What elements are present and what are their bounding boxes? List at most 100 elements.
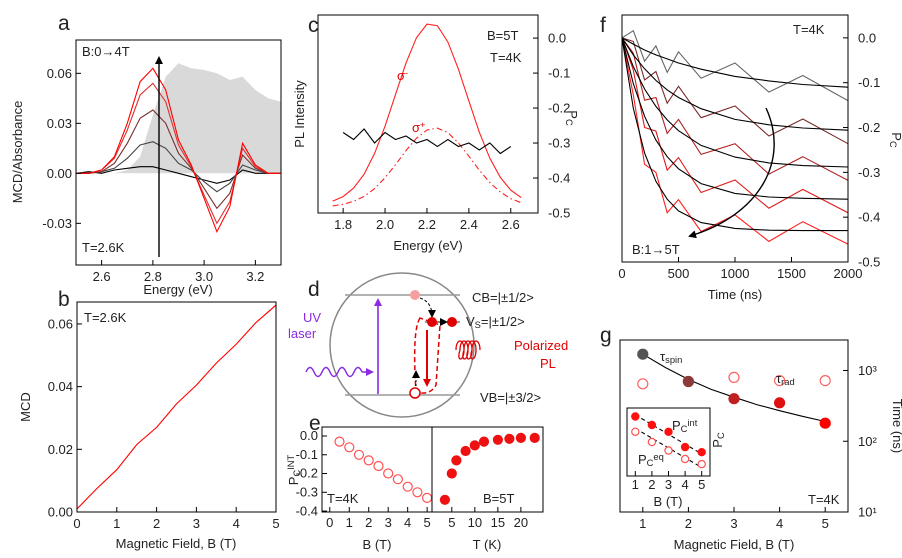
x-tick-label: 5 [272, 516, 279, 531]
annotation: T=4K [793, 22, 825, 37]
plot-background [318, 15, 538, 213]
text-part: + [420, 120, 425, 130]
x-axis-label: Time (ns) [708, 287, 762, 302]
data-point [819, 375, 831, 387]
data-point [460, 445, 471, 457]
data-point [446, 468, 457, 479]
y2-tick-label: -0.1 [548, 66, 570, 81]
data-point [697, 448, 706, 457]
line [622, 37, 848, 214]
y-tick-label: 0.03 [47, 116, 72, 131]
axes-frame [431, 426, 544, 513]
y2-axis-label: Time (ns) [890, 399, 902, 453]
data-point [344, 442, 355, 453]
text-part: eq [653, 452, 663, 462]
x-tick-label: 15 [491, 515, 505, 530]
y2-tick-label: 0.0 [548, 31, 566, 46]
line [76, 109, 281, 210]
data-point [773, 375, 786, 387]
panel-label: f [600, 14, 606, 37]
text-part: int [687, 418, 697, 428]
y2-tick-label: -0.4 [858, 210, 880, 225]
annotation: T=4K [490, 50, 522, 65]
line [342, 128, 512, 155]
x-tick-label: 10 [468, 515, 482, 530]
uv-label: UV [303, 310, 321, 325]
electron-vs [447, 317, 457, 327]
y-tick-label: -0.4 [296, 503, 318, 518]
data-point [697, 459, 706, 469]
y2-axis-label: PC [888, 132, 902, 148]
line [76, 166, 281, 184]
text-part: σ [412, 120, 420, 135]
data-point [664, 427, 673, 436]
x-tick-label: 1000 [721, 266, 750, 281]
x-tick-label: 3.2 [246, 269, 264, 284]
annotation: τrad [776, 371, 795, 387]
data-point [422, 492, 433, 503]
crystal-circle [329, 272, 475, 418]
hole-vb [409, 387, 421, 399]
y2-tick-label: -0.2 [858, 120, 880, 135]
x-tick-label: 2.6 [502, 217, 520, 232]
text-part: C [716, 432, 726, 439]
data-point [631, 412, 640, 421]
line [622, 37, 848, 145]
x-tick-label: 5 [448, 515, 455, 530]
data-point [478, 436, 490, 447]
x-tick-label: 2000 [834, 266, 863, 281]
x-tick-label: 5 [698, 477, 705, 492]
y2-tick-label: -0.5 [858, 255, 880, 270]
text-part: S [475, 320, 481, 330]
x-tick-label: 0 [326, 515, 333, 530]
data-point [334, 436, 345, 447]
data-point [819, 417, 831, 429]
trend-arrow [688, 107, 775, 239]
x-tick-label: 2 [365, 515, 372, 530]
line [332, 127, 522, 207]
y-tick-label: 0.0 [300, 428, 318, 443]
y2-tick-label: -0.2 [548, 101, 570, 116]
panel-label: d [308, 278, 320, 301]
text-part: τ [660, 349, 666, 364]
line [622, 37, 848, 200]
x-tick-label: 2.6 [93, 269, 111, 284]
x-tick-label: 500 [668, 266, 690, 281]
band-label: VS=|±1/2> [466, 314, 525, 330]
annotation: T=2.6K [84, 310, 127, 325]
y2-tick-label: -0.3 [548, 136, 570, 151]
plot-area [332, 23, 522, 207]
x-tick-label: 20 [514, 515, 528, 530]
x-tick-label: 1 [346, 515, 353, 530]
line [76, 67, 281, 234]
x-tick-label: 3 [730, 516, 737, 531]
plot-background [622, 15, 848, 262]
x-tick-label: 0 [73, 516, 80, 531]
y-tick-label: 0.06 [47, 66, 72, 81]
text-part: P [638, 452, 647, 467]
y2-tick-label: 10³ [858, 363, 877, 378]
y-tick-label: -0.1 [296, 447, 318, 462]
text-part: P [889, 132, 902, 141]
plot-area [77, 304, 276, 510]
line [622, 37, 848, 131]
data-point [373, 460, 384, 472]
y-tick-label: 0.00 [47, 166, 72, 181]
y-axis-label: MCD [18, 392, 33, 422]
data-point [637, 378, 649, 390]
data-point [492, 434, 503, 445]
line [622, 37, 848, 232]
data-point [647, 437, 657, 447]
x-tick-label: 3 [385, 515, 392, 530]
text-part: C [647, 458, 654, 468]
line [622, 29, 848, 102]
x-tick-label: 4 [776, 516, 783, 531]
line [76, 82, 281, 225]
x-tick-label: 2.0 [376, 217, 394, 232]
data-point [631, 427, 640, 436]
band-label: VB=|±3/2> [480, 390, 541, 405]
data-point [439, 494, 450, 505]
y-tick-label: 0.04 [48, 379, 73, 394]
y2-tick-label: -0.3 [858, 165, 880, 180]
